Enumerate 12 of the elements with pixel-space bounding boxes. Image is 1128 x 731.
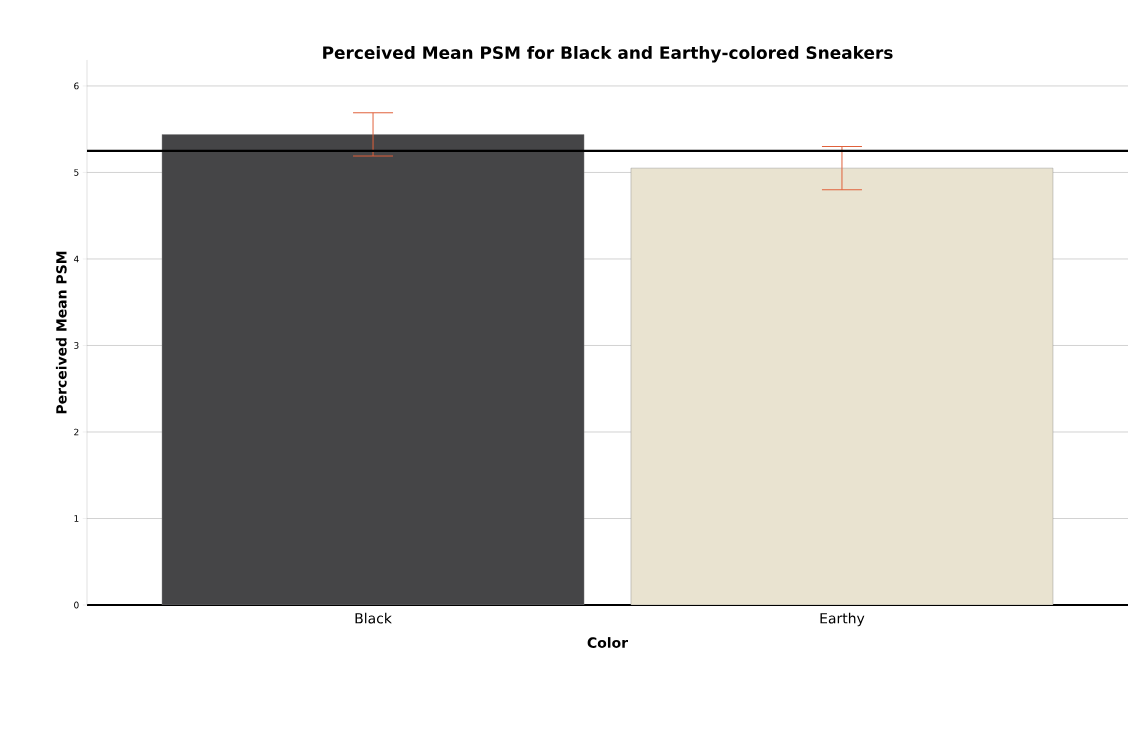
chart-title: Perceived Mean PSM for Black and Earthy-colored Sneakers — [323, 45, 893, 63]
y-tick-label: 0 — [74, 601, 79, 609]
x-tick-label: Black — [355, 612, 392, 624]
y-tick-label: 2 — [74, 428, 79, 436]
y-tick-label: 6 — [74, 82, 79, 90]
y-tick-label: 3 — [74, 342, 79, 349]
y-tick-label: 4 — [73, 255, 79, 263]
x-tick-label: Earthy — [820, 612, 865, 627]
x-axis-title: Color — [587, 637, 628, 648]
y-axis-title: Perceived Mean PSM — [55, 251, 67, 414]
y-tick-label: 1 — [74, 515, 79, 522]
y-tick-label: 5 — [74, 169, 79, 176]
